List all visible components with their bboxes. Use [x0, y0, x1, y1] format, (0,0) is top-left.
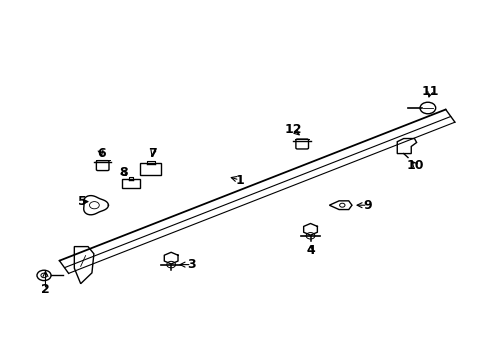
Text: 1: 1: [235, 174, 244, 186]
Text: 4: 4: [305, 244, 314, 257]
Text: 11: 11: [421, 85, 438, 98]
Text: 3: 3: [187, 258, 196, 271]
Text: 7: 7: [148, 147, 157, 159]
Text: 2: 2: [41, 283, 50, 296]
Text: 5: 5: [78, 195, 86, 208]
Text: 8: 8: [119, 166, 127, 179]
Text: 12: 12: [284, 123, 302, 136]
Text: 6: 6: [97, 147, 105, 159]
Text: 10: 10: [406, 159, 424, 172]
Text: 9: 9: [363, 199, 371, 212]
